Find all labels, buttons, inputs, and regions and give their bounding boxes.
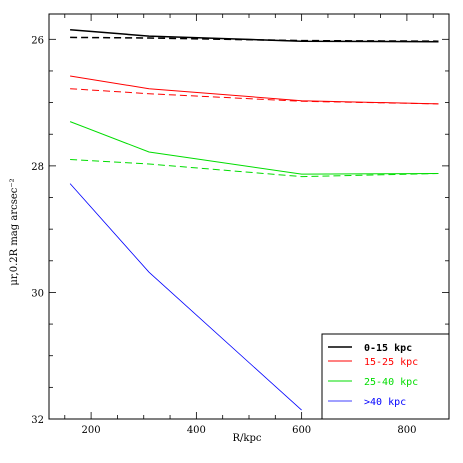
x-tick-label: 600 [292,425,311,436]
x-tick-label: 400 [187,425,206,436]
y-tick-label: 26 [31,35,44,46]
y-tick-label: 32 [31,415,44,426]
legend-label-0: 0-15 kpc [364,343,412,354]
legend-label-3: >40 kpc [364,397,406,408]
x-tick-label: 200 [82,425,101,436]
series-line-0 [70,29,439,43]
axis-ticks: 200 400 600 800 26 28 30 32 [31,14,449,436]
x-tick-label: 800 [397,425,416,436]
series-line-6 [69,183,302,411]
legend-box [321,333,450,420]
series-line-4 [69,121,439,175]
series-line-3 [70,88,439,105]
x-axis-label: R/kpc [233,433,262,444]
series-line-1 [70,36,439,42]
series-line-5 [70,159,439,178]
legend: 0-15 kpc 15-25 kpc 25-40 kpc >40 kpc [321,333,450,420]
y-tick-label: 28 [31,162,44,173]
y-tick-label: 30 [31,288,44,299]
series-line-2 [70,75,439,105]
series-group [69,29,439,411]
legend-label-1: 15-25 kpc [364,357,418,368]
y-axis-label: μr,0.2R mag arcsec⁻² [9,178,20,285]
legend-label-2: 25-40 kpc [364,377,418,388]
